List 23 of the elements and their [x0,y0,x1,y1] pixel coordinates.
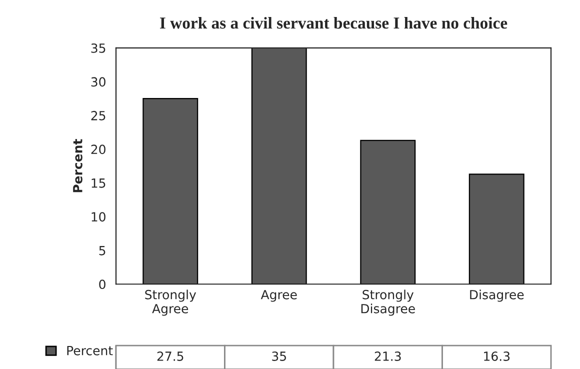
legend-label: Percent [67,346,113,356]
y-axis-title: Percent [73,139,82,192]
data-label: 27.5 [157,352,184,361]
y-tick-label: 25 [91,110,106,120]
y-tick-label: 5 [99,246,106,256]
y-tick-label: 10 [92,212,106,222]
data-label: 21.3 [374,352,401,361]
x-tick-label: Strongly Disagree [361,290,415,316]
bar [142,98,198,284]
y-tick-label: 15 [92,178,106,188]
chart-title: I work as a civil servant because I have no choice [160,16,508,29]
bar [251,48,307,284]
x-tick-label: Strongly Agree [145,290,196,316]
data-label: 16.3 [484,352,510,361]
x-tick-label: Disagree [470,290,524,302]
data-label: 35 [272,352,286,361]
y-tick-label: 35 [91,43,106,53]
y-tick-label: 30 [91,77,106,87]
bar [360,140,416,284]
x-tick-label: Agree [260,290,297,302]
y-tick-label: 20 [91,144,106,154]
bar [468,174,524,284]
y-tick-label: 0 [99,280,106,290]
